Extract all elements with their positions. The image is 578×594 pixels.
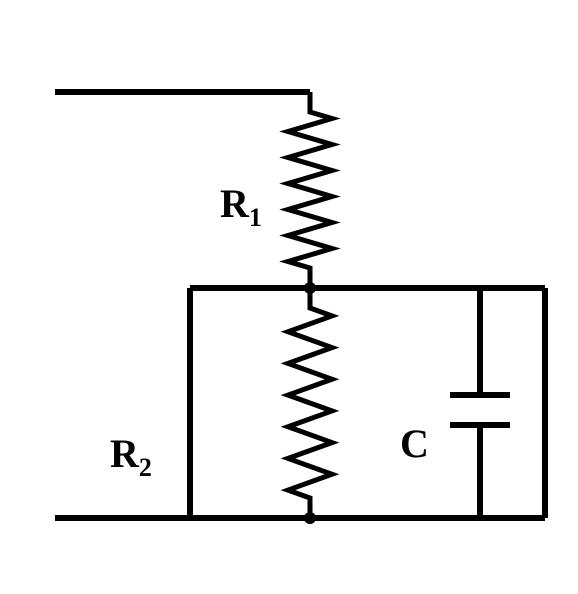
label-r1: R1 bbox=[220, 180, 262, 233]
label-r1-sub: 1 bbox=[249, 203, 262, 232]
label-r2-sub: 2 bbox=[139, 453, 152, 482]
label-r1-main: R bbox=[220, 181, 249, 226]
circuit-svg bbox=[0, 0, 578, 594]
label-r2: R2 bbox=[110, 430, 152, 483]
label-c: C bbox=[400, 420, 429, 473]
label-c-main: C bbox=[400, 421, 429, 466]
label-r2-main: R bbox=[110, 431, 139, 476]
